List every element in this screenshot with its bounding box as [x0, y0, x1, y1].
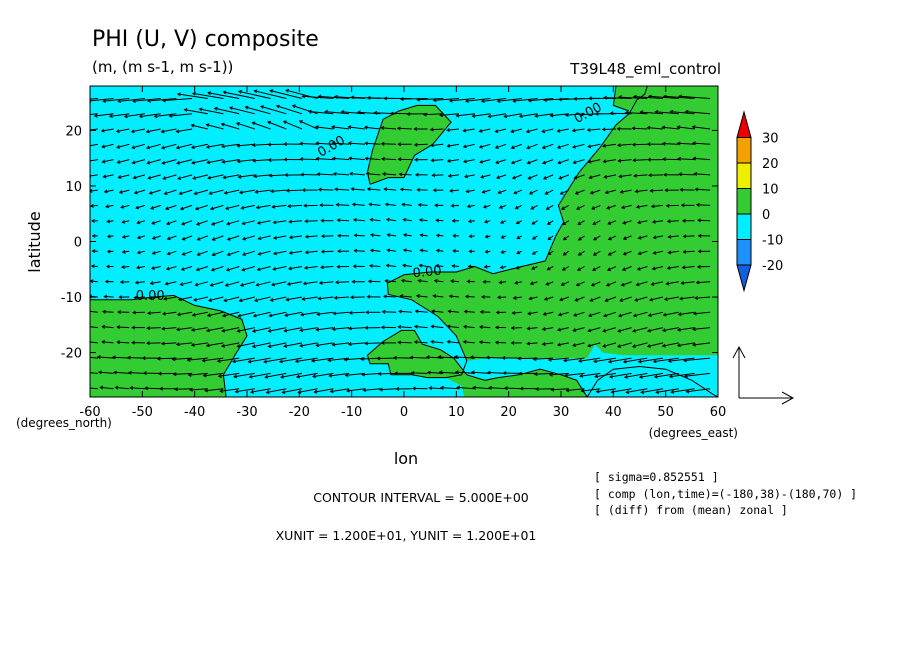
colorbar-label: -20: [762, 259, 783, 274]
x-tick-label: 40: [605, 405, 622, 420]
contour-interval-text: CONTOUR INTERVAL = 5.000E+00: [313, 490, 529, 505]
x-axis-label: lon: [394, 449, 418, 468]
x-tick-label: 30: [553, 405, 570, 420]
vector-units-text: XUNIT = 1.200E+01, YUNIT = 1.200E+01: [276, 528, 537, 543]
x-tick-label: 10: [448, 405, 465, 420]
x-tick-label: 60: [710, 405, 727, 420]
info-line-2: [ comp (lon,time)=(-180,38)-(180,70) ]: [594, 487, 857, 501]
contour-label-3: 0.00: [412, 263, 442, 281]
chart-units: (m, (m s-1, m s-1)): [92, 58, 233, 76]
colorbar-label: 30: [762, 132, 779, 147]
plot-area: 0.000.000.000.00: [73, 86, 718, 397]
colorbar-segment: [737, 163, 751, 189]
colorbar: 30 20 10 0 -10 -20: [737, 112, 783, 291]
x-tick-label: -30: [236, 405, 257, 420]
y-tick-label: 0: [74, 236, 82, 251]
info-line-3: [ (diff) from (mean) zonal ]: [594, 503, 788, 517]
y-tick-label: -20: [61, 347, 82, 362]
reference-vector: [733, 347, 793, 404]
chart-title: PHI (U, V) composite: [92, 27, 319, 52]
x-unit-label: (degrees_east): [649, 426, 738, 440]
x-tick-label: -10: [341, 405, 362, 420]
colorbar-label: 20: [762, 157, 779, 172]
experiment-label: T39L48_eml_control: [569, 60, 721, 79]
x-tick-label: 20: [500, 405, 517, 420]
colorbar-segment: [737, 138, 751, 164]
colorbar-segment: [737, 240, 751, 266]
y-unit-label: (degrees_north): [16, 416, 112, 430]
y-tick-label: -10: [61, 291, 82, 306]
y-axis-label: latitude: [25, 211, 44, 272]
x-tick-label: 0: [400, 405, 408, 420]
info-line-1: [ sigma=0.852551 ]: [594, 470, 719, 484]
contour-label-4: 0.00: [136, 289, 165, 304]
colorbar-label: 10: [762, 183, 779, 198]
colorbar-top-triangle: [737, 112, 751, 138]
y-tick-label: 20: [65, 124, 82, 139]
y-tick-label: 10: [65, 180, 82, 195]
colorbar-segment: [737, 189, 751, 215]
colorbar-segment: [737, 214, 751, 240]
x-tick-label: -50: [132, 405, 153, 420]
x-tick-label: -20: [289, 405, 310, 420]
colorbar-bottom-triangle: [737, 265, 751, 291]
colorbar-label: 0: [762, 208, 770, 223]
colorbar-label: -10: [762, 234, 783, 249]
x-tick-label: -40: [184, 405, 205, 420]
x-tick-label: 50: [657, 405, 674, 420]
